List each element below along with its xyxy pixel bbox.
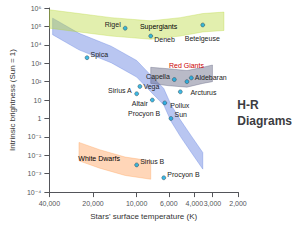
svg-text:Altair: Altair bbox=[132, 100, 149, 107]
svg-text:6,000: 6,000 bbox=[160, 200, 178, 207]
svg-text:Rigel: Rigel bbox=[105, 21, 121, 29]
svg-text:White Dwarfs: White Dwarfs bbox=[78, 155, 120, 162]
svg-text:Intrinsic brightness (Sun = 1): Intrinsic brightness (Sun = 1) bbox=[8, 49, 17, 151]
svg-text:40,000: 40,000 bbox=[39, 200, 61, 207]
svg-text:Betelgeuse: Betelgeuse bbox=[185, 35, 220, 43]
svg-text:Aldebaran: Aldebaran bbox=[195, 74, 227, 81]
svg-text:Sirius A: Sirius A bbox=[108, 87, 132, 94]
svg-text:10: 10 bbox=[34, 97, 42, 104]
svg-text:Pollux: Pollux bbox=[170, 102, 190, 109]
svg-text:Vega: Vega bbox=[143, 83, 159, 91]
svg-text:10⁻¹: 10⁻¹ bbox=[28, 133, 42, 140]
svg-text:Diagrams: Diagrams bbox=[237, 114, 292, 128]
svg-text:Sirius B: Sirius B bbox=[140, 158, 164, 165]
svg-text:10⁻⁴: 10⁻⁴ bbox=[27, 189, 42, 196]
svg-text:10⁻³: 10⁻³ bbox=[28, 170, 42, 177]
svg-text:Deneb: Deneb bbox=[154, 36, 175, 43]
svg-text:3,000: 3,000 bbox=[204, 200, 222, 207]
svg-text:10²: 10² bbox=[31, 78, 42, 85]
svg-text:Stars' surface temperature (K): Stars' surface temperature (K) bbox=[90, 212, 197, 221]
svg-text:Capella: Capella bbox=[146, 73, 170, 81]
svg-text:2,000: 2,000 bbox=[229, 200, 247, 207]
svg-text:20,000: 20,000 bbox=[82, 200, 104, 207]
svg-text:10³: 10³ bbox=[31, 60, 42, 67]
svg-text:10⁻²: 10⁻² bbox=[28, 152, 42, 159]
svg-text:10⁴: 10⁴ bbox=[31, 41, 42, 48]
svg-text:10⁶: 10⁶ bbox=[31, 5, 42, 12]
svg-text:10,000: 10,000 bbox=[126, 200, 148, 207]
svg-text:Supergiants: Supergiants bbox=[140, 23, 178, 31]
svg-text:Procyon B: Procyon B bbox=[167, 171, 200, 179]
svg-text:10⁵: 10⁵ bbox=[31, 23, 42, 30]
svg-text:Spica: Spica bbox=[91, 51, 109, 59]
svg-text:4,000: 4,000 bbox=[186, 200, 204, 207]
svg-text:1: 1 bbox=[37, 115, 41, 122]
svg-text:Arcturus: Arcturus bbox=[190, 89, 217, 96]
svg-text:Sun: Sun bbox=[174, 111, 187, 118]
svg-text:Procyon B: Procyon B bbox=[128, 110, 161, 118]
svg-text:Red Giants: Red Giants bbox=[169, 62, 205, 69]
svg-text:H-R: H-R bbox=[237, 98, 259, 112]
